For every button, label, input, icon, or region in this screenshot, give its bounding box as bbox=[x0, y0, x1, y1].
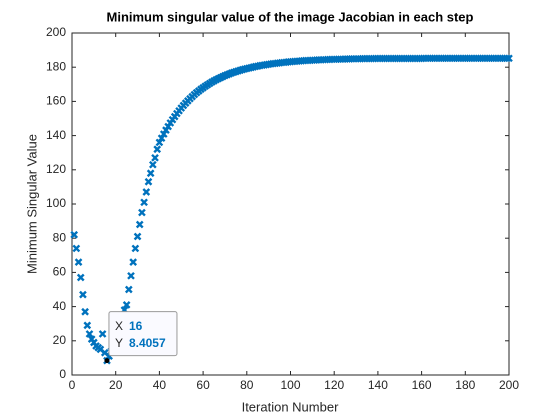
datatip-box bbox=[108, 311, 178, 357]
x-tick-label: 0 bbox=[69, 378, 76, 392]
x-tick-label: 40 bbox=[153, 378, 167, 392]
marker bbox=[505, 54, 513, 63]
datatip-y-value: 8.4057 bbox=[129, 336, 166, 350]
marker bbox=[146, 169, 155, 178]
marker bbox=[144, 177, 153, 186]
x-tick-label: 100 bbox=[280, 378, 300, 392]
marker bbox=[140, 198, 148, 207]
marker bbox=[129, 258, 138, 266]
datatip-y-label: Y bbox=[115, 336, 123, 350]
y-tick-label: 140 bbox=[46, 128, 66, 142]
y-axis-label: Minimum Singular Value bbox=[24, 134, 39, 274]
marker bbox=[135, 220, 144, 229]
marker bbox=[79, 290, 87, 299]
y-tick-label: 40 bbox=[53, 299, 67, 313]
x-tick-label: 160 bbox=[412, 378, 432, 392]
marker bbox=[81, 307, 89, 316]
marker bbox=[131, 244, 140, 253]
datatip: X 16 Y 8.4057 bbox=[108, 311, 178, 357]
marker bbox=[76, 273, 85, 282]
y-tick-label: 100 bbox=[46, 196, 66, 210]
marker bbox=[138, 208, 146, 217]
x-tick-label: 200 bbox=[499, 378, 519, 392]
x-tick-label: 180 bbox=[455, 378, 475, 392]
marker bbox=[142, 188, 151, 196]
chart-title: Minimum singular value of the image Jaco… bbox=[107, 9, 474, 24]
marker bbox=[155, 138, 164, 147]
y-tick-label: 80 bbox=[53, 230, 67, 244]
x-tick-label: 60 bbox=[196, 378, 210, 392]
y-tick-label: 160 bbox=[46, 94, 66, 108]
marker bbox=[502, 54, 511, 63]
marker bbox=[148, 160, 157, 169]
x-tick-label: 140 bbox=[368, 378, 388, 392]
marker bbox=[157, 134, 166, 143]
x-axis-label: Iteration Number bbox=[242, 399, 339, 414]
y-tick-label: 0 bbox=[59, 367, 66, 381]
y-tick-label: 180 bbox=[46, 59, 66, 73]
marker bbox=[124, 285, 133, 294]
marker bbox=[83, 321, 92, 330]
marker bbox=[85, 330, 94, 338]
marker bbox=[98, 330, 107, 338]
marker bbox=[133, 232, 142, 241]
x-tick-label: 20 bbox=[109, 378, 123, 392]
marker bbox=[153, 145, 162, 154]
marker bbox=[122, 301, 131, 309]
y-tick-label: 60 bbox=[53, 265, 67, 279]
marker bbox=[72, 244, 81, 253]
x-tick-label: 80 bbox=[240, 378, 254, 392]
marker bbox=[151, 153, 159, 162]
marker bbox=[74, 258, 83, 266]
datatip-x-value: 16 bbox=[129, 319, 143, 333]
marker bbox=[159, 130, 168, 138]
y-tick-label: 120 bbox=[46, 162, 66, 176]
datatip-point bbox=[104, 358, 110, 364]
marker bbox=[127, 271, 135, 280]
y-tick-label: 200 bbox=[46, 25, 66, 39]
y-tick-label: 20 bbox=[53, 333, 67, 347]
datatip-x-label: X bbox=[115, 319, 123, 333]
marker bbox=[70, 230, 79, 239]
x-tick-label: 120 bbox=[324, 378, 344, 392]
